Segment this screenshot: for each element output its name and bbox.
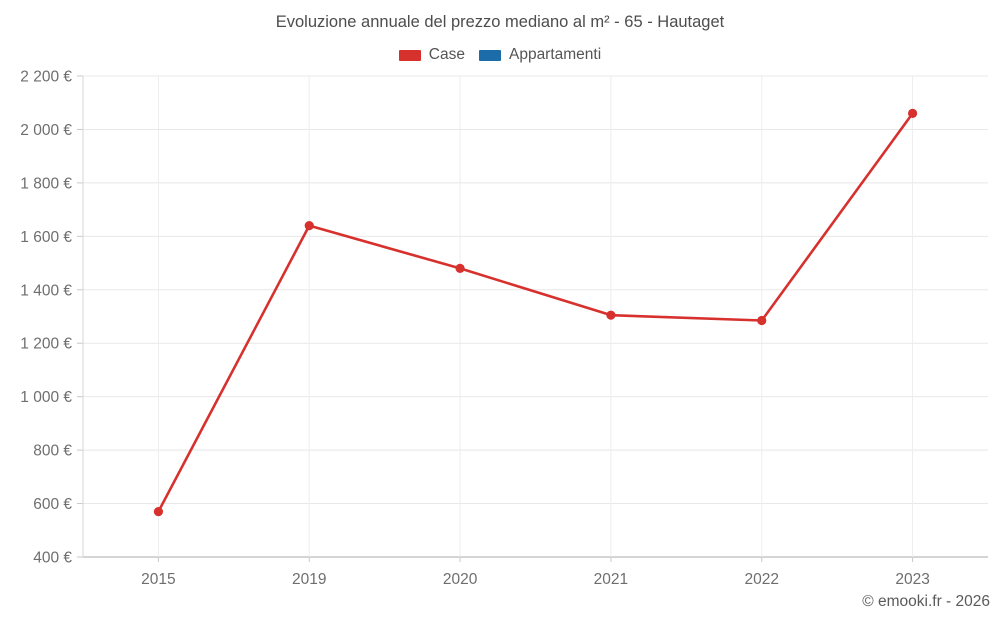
- y-tick-label: 1 400 €: [20, 282, 72, 299]
- data-point-case-2019[interactable]: [304, 221, 314, 231]
- y-tick-label: 2 000 €: [20, 122, 72, 139]
- data-point-case-2020[interactable]: [455, 263, 465, 273]
- x-tick-label: 2019: [292, 571, 326, 588]
- legend-swatch: [398, 49, 421, 61]
- legend-swatch: [478, 49, 501, 61]
- y-tick-label: 800 €: [33, 443, 72, 460]
- y-tick-label: 600 €: [33, 496, 72, 513]
- x-tick-label: 2023: [895, 571, 929, 588]
- data-point-case-2015[interactable]: [153, 506, 164, 517]
- y-tick-label: 2 200 €: [20, 69, 72, 86]
- x-tick-label: 2021: [594, 571, 628, 588]
- legend-item-label: Appartamenti: [508, 46, 602, 63]
- data-point-case-2021[interactable]: [606, 310, 616, 320]
- legend-item-appartamenti[interactable]: Appartamenti: [478, 46, 602, 64]
- x-tick-label: 2015: [141, 571, 175, 588]
- legend-item-case[interactable]: Case: [398, 46, 465, 64]
- y-tick-label: 1 000 €: [20, 389, 72, 406]
- chart-title: Evoluzione annuale del prezzo mediano al…: [275, 13, 725, 31]
- watermark-credit: © emooki.fr - 2026: [862, 593, 990, 610]
- data-point-case-2023[interactable]: [907, 108, 918, 119]
- data-point-case-2022[interactable]: [757, 315, 767, 326]
- chart-legend: Case Appartamenti: [0, 46, 1000, 64]
- y-tick-label: 1 600 €: [20, 229, 72, 246]
- x-tick-label: 2020: [443, 571, 478, 588]
- y-tick-label: 400 €: [33, 550, 72, 567]
- series-line-case: [157, 112, 914, 513]
- x-tick-label: 2022: [745, 571, 779, 588]
- y-tick-label: 1 800 €: [20, 175, 72, 192]
- legend-item-label: Case: [428, 46, 465, 63]
- y-tick-label: 1 200 €: [20, 336, 72, 353]
